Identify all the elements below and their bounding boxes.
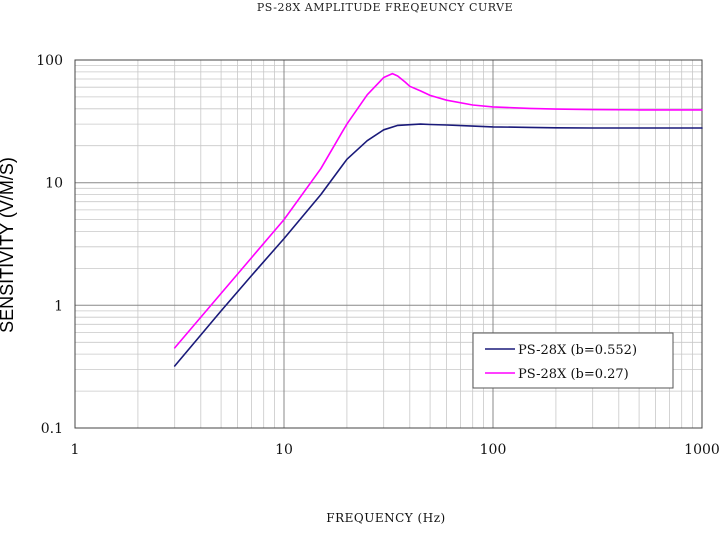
x-tick-label: 1000: [684, 442, 720, 458]
y-tick-label: 1: [54, 298, 63, 314]
y-tick-label: 100: [36, 53, 63, 69]
series-lines: [173, 72, 703, 367]
y-tick-label: 0.1: [41, 421, 63, 437]
series-line-0: [173, 123, 703, 367]
x-tick-label: 10: [275, 442, 293, 458]
x-tick-label: 100: [480, 442, 507, 458]
legend-box: [472, 332, 674, 389]
x-tick-label: 1: [71, 442, 80, 458]
y-tick-label: 10: [45, 176, 63, 192]
legend: PS-28X (b=0.552) PS-28X (b=0.27): [472, 332, 674, 389]
major-gridlines: [75, 60, 702, 428]
legend-label-b027: PS-28X (b=0.27): [518, 367, 629, 382]
x-axis-label: FREQUENCY (Hz): [326, 511, 445, 525]
y-axis-label: SENSITIVITY (V/M/S): [0, 157, 17, 333]
x-axis-tick-labels: 1 10 100 1000: [71, 442, 720, 458]
legend-label-b0552: PS-28X (b=0.552): [518, 343, 637, 358]
plot-frame: [74, 59, 703, 429]
series-line-1: [173, 72, 703, 349]
chart-title: PS-28X AMPLITUDE FREQEUNCY CURVE: [257, 1, 513, 14]
y-axis-tick-labels: 0.1 1 10 100: [36, 53, 63, 437]
